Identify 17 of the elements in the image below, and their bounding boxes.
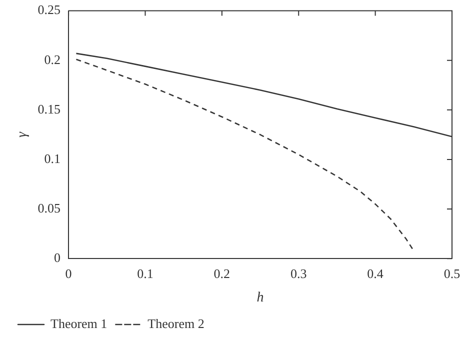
y-tick-label: 0.15 — [38, 101, 61, 116]
x-tick-label: 0 — [65, 266, 72, 281]
x-tick-label: 0.4 — [367, 266, 384, 281]
x-tick-label: 0.3 — [290, 266, 307, 281]
line-series — [76, 58, 414, 252]
y-tick-label: 0.1 — [44, 150, 61, 166]
x-tick-label: 0.1 — [137, 266, 154, 281]
legend-label: Theorem 1 — [50, 316, 108, 331]
x-axis-title: h — [256, 290, 264, 306]
x-tick-label: 0.5 — [444, 266, 460, 281]
x-tick-label: 0.2 — [214, 266, 230, 281]
y-tick-label: 0.05 — [38, 200, 61, 216]
y-tick-label: 0 — [54, 250, 61, 266]
legend-label: Theorem 2 — [148, 316, 204, 331]
y-tick-label: 0.25 — [38, 2, 61, 18]
y-tick-label: 0.2 — [44, 52, 61, 67]
y-axis-title: γ — [15, 131, 30, 138]
